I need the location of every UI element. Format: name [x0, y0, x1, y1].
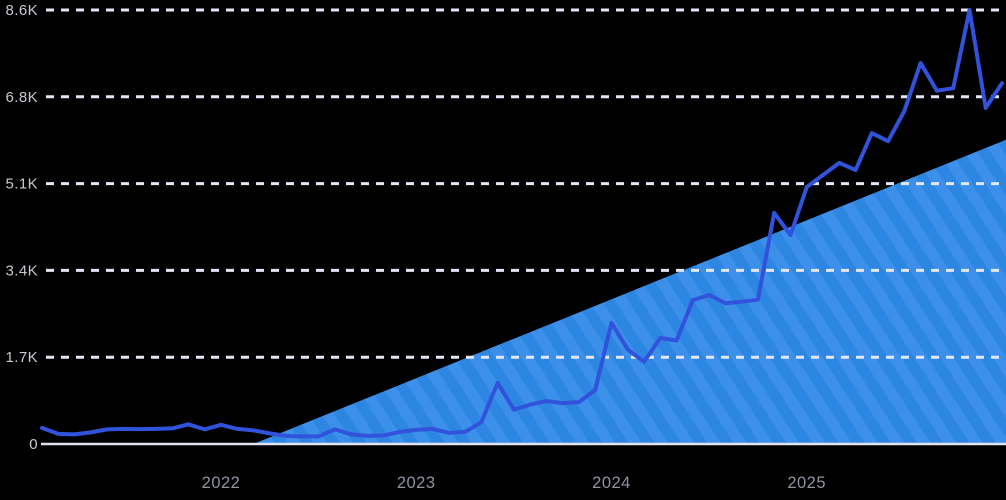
x-axis-label-2022: 2022: [202, 474, 241, 492]
x-axis-label-2024: 2024: [592, 474, 631, 492]
y-axis-label-1.7K: 1.7K: [6, 349, 38, 366]
y-axis-label-5.1K: 5.1K: [6, 176, 38, 193]
x-axis-label-2025: 2025: [787, 474, 826, 492]
trendline-area: [253, 139, 1006, 444]
y-axis-label-6.8K: 6.8K: [6, 89, 38, 106]
y-axis-label-3.4K: 3.4K: [6, 262, 38, 279]
x-axis-label-2023: 2023: [397, 474, 436, 492]
search-volume-line: [40, 8, 1004, 439]
y-axis-label-0: 0: [29, 436, 38, 453]
y-axis-label-8.6K: 8.6K: [6, 2, 38, 19]
